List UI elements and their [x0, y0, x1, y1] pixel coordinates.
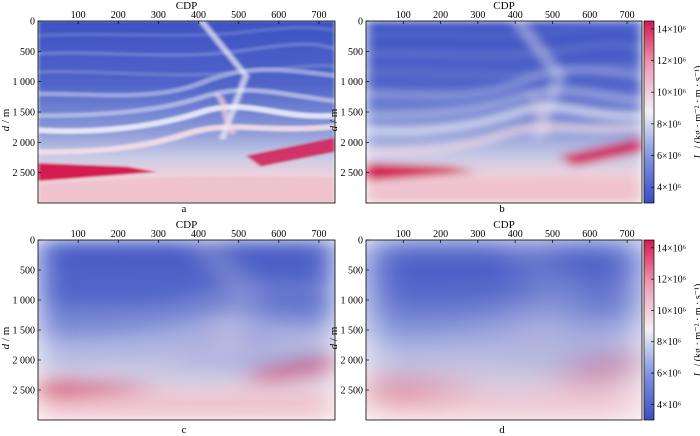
colorbar-tick-label: 8×10⁶ — [657, 337, 682, 348]
colorbar-scale — [643, 20, 655, 204]
x-tick-label: 600 — [582, 229, 597, 240]
x-tick-label: 500 — [545, 10, 560, 21]
x-tick-label: 400 — [508, 229, 523, 240]
y-axis-title: d / m — [328, 326, 340, 349]
y-axis-title: d / m — [328, 108, 340, 131]
colorbar-tick-label: 14×10⁶ — [657, 24, 687, 35]
x-tick-label: 100 — [396, 229, 411, 240]
panel-d-image — [366, 240, 642, 420]
x-tick-label: 400 — [191, 229, 206, 240]
colorbar-tick-label: 6×10⁶ — [657, 151, 682, 162]
y-tick-label: 2 000 — [13, 356, 36, 367]
colorbar-tick-label: 12×10⁶ — [657, 275, 687, 286]
x-tick-label: 600 — [582, 10, 597, 21]
y-tick-label: 0 — [358, 17, 363, 28]
y-tick-label: 2 500 — [13, 168, 36, 179]
panel-c: CDP 100 200 300 400 500 600 700 0 500 1 000 1 500 2 … — [0, 219, 336, 436]
x-tick-label: 200 — [433, 10, 448, 21]
panel-a: CDP 100 200 300 400 500 600 700 0 500 1 000 1 500 2 … — [0, 0, 336, 215]
x-tick-label: 100 — [396, 10, 411, 21]
x-tick-label: 700 — [620, 229, 635, 240]
x-tick-label: 500 — [545, 229, 560, 240]
y-tick-label: 500 — [348, 266, 363, 277]
x-tick-label: 400 — [191, 10, 206, 21]
x-tick-label: 700 — [311, 229, 326, 240]
y-tick-label: 0 — [30, 236, 35, 247]
panel-c-image — [38, 240, 335, 420]
colorbar-tick-label: 6×10⁶ — [657, 369, 682, 380]
x-tick-label: 200 — [111, 10, 126, 21]
colorbar-tick-label: 8×10⁶ — [657, 119, 682, 130]
x-tick-label: 600 — [271, 10, 286, 21]
x-tick-label: 200 — [111, 229, 126, 240]
y-tick-label: 1 500 — [13, 326, 36, 337]
colorbar-d: 14×10⁶ 12×10⁶ 10×10⁶ 8×10⁶ 6×10⁶ 4×10⁶ Ip / (k… — [643, 239, 700, 421]
y-tick-label: 2 000 — [341, 356, 364, 367]
x-axis-title: CDP — [493, 0, 514, 12]
x-tick-label: 300 — [470, 229, 485, 240]
colorbar-title: Ip / (kg · m⁻² · m · s⁻¹) — [693, 284, 700, 378]
panel-b-image — [366, 21, 642, 203]
y-axis-title: d / m — [0, 326, 12, 349]
x-axis-title: CDP — [176, 0, 197, 12]
x-tick-label: 300 — [470, 10, 485, 21]
y-axis-title: d / m — [0, 108, 12, 131]
x-tick-label: 500 — [231, 10, 246, 21]
y-tick-label: 500 — [20, 266, 35, 277]
x-tick-label: 500 — [231, 229, 246, 240]
y-tick-label: 500 — [348, 47, 363, 58]
colorbar-tick-label: 10×10⁶ — [657, 88, 687, 99]
colorbar-tick-label: 4×10⁶ — [657, 183, 682, 194]
x-tick-label: 200 — [433, 229, 448, 240]
y-tick-label: 500 — [20, 47, 35, 58]
y-tick-label: 2 500 — [341, 168, 364, 179]
x-tick-label: 100 — [71, 229, 86, 240]
x-tick-label: 300 — [151, 229, 166, 240]
y-tick-label: 2 000 — [341, 138, 364, 149]
y-tick-label: 1 000 — [13, 77, 36, 88]
colorbar-tick-label: 10×10⁶ — [657, 306, 687, 317]
x-tick-label: 100 — [71, 10, 86, 21]
x-tick-label: 700 — [620, 10, 635, 21]
y-tick-label: 0 — [30, 17, 35, 28]
panel-caption: a — [182, 203, 187, 215]
y-tick-label: 2 000 — [13, 138, 36, 149]
panel-d: CDP 100 200 300 400 500 600 700 0 500 1 000 1 500 2 … — [328, 219, 643, 436]
y-tick-label: 2 500 — [341, 386, 364, 397]
y-tick-label: 2 500 — [13, 386, 36, 397]
colorbar-scale — [643, 239, 655, 421]
x-axis-title: CDP — [493, 219, 514, 231]
colorbar-tick-label: 12×10⁶ — [657, 56, 687, 67]
panel-caption: b — [499, 203, 505, 215]
y-tick-label: 1 500 — [341, 108, 364, 119]
y-tick-label: 1 500 — [341, 326, 364, 337]
colorbar-tick-label: 4×10⁶ — [657, 400, 682, 411]
x-axis-title: CDP — [176, 219, 197, 231]
colorbar-tick-label: 14×10⁶ — [657, 243, 687, 254]
y-tick-label: 1 000 — [341, 77, 364, 88]
colorbar-title: Ip / (kg · m⁻² · m · s⁻¹) — [693, 66, 700, 160]
panel-caption: c — [182, 424, 187, 436]
x-tick-label: 400 — [508, 10, 523, 21]
y-tick-label: 1 500 — [13, 108, 36, 119]
panel-a-image — [38, 21, 335, 203]
y-tick-label: 1 000 — [341, 296, 364, 307]
colorbar-b: 14×10⁶ 12×10⁶ 10×10⁶ 8×10⁶ 6×10⁶ 4×10⁶ Ip / (k… — [643, 20, 700, 204]
y-tick-label: 1 000 — [13, 296, 36, 307]
panel-caption: d — [499, 424, 505, 436]
x-tick-label: 700 — [311, 10, 326, 21]
panel-b: CDP 100 200 300 400 500 600 700 0 500 1 000 1 500 2 … — [328, 0, 643, 215]
y-tick-label: 0 — [358, 236, 363, 247]
x-tick-label: 300 — [151, 10, 166, 21]
x-tick-label: 600 — [271, 229, 286, 240]
